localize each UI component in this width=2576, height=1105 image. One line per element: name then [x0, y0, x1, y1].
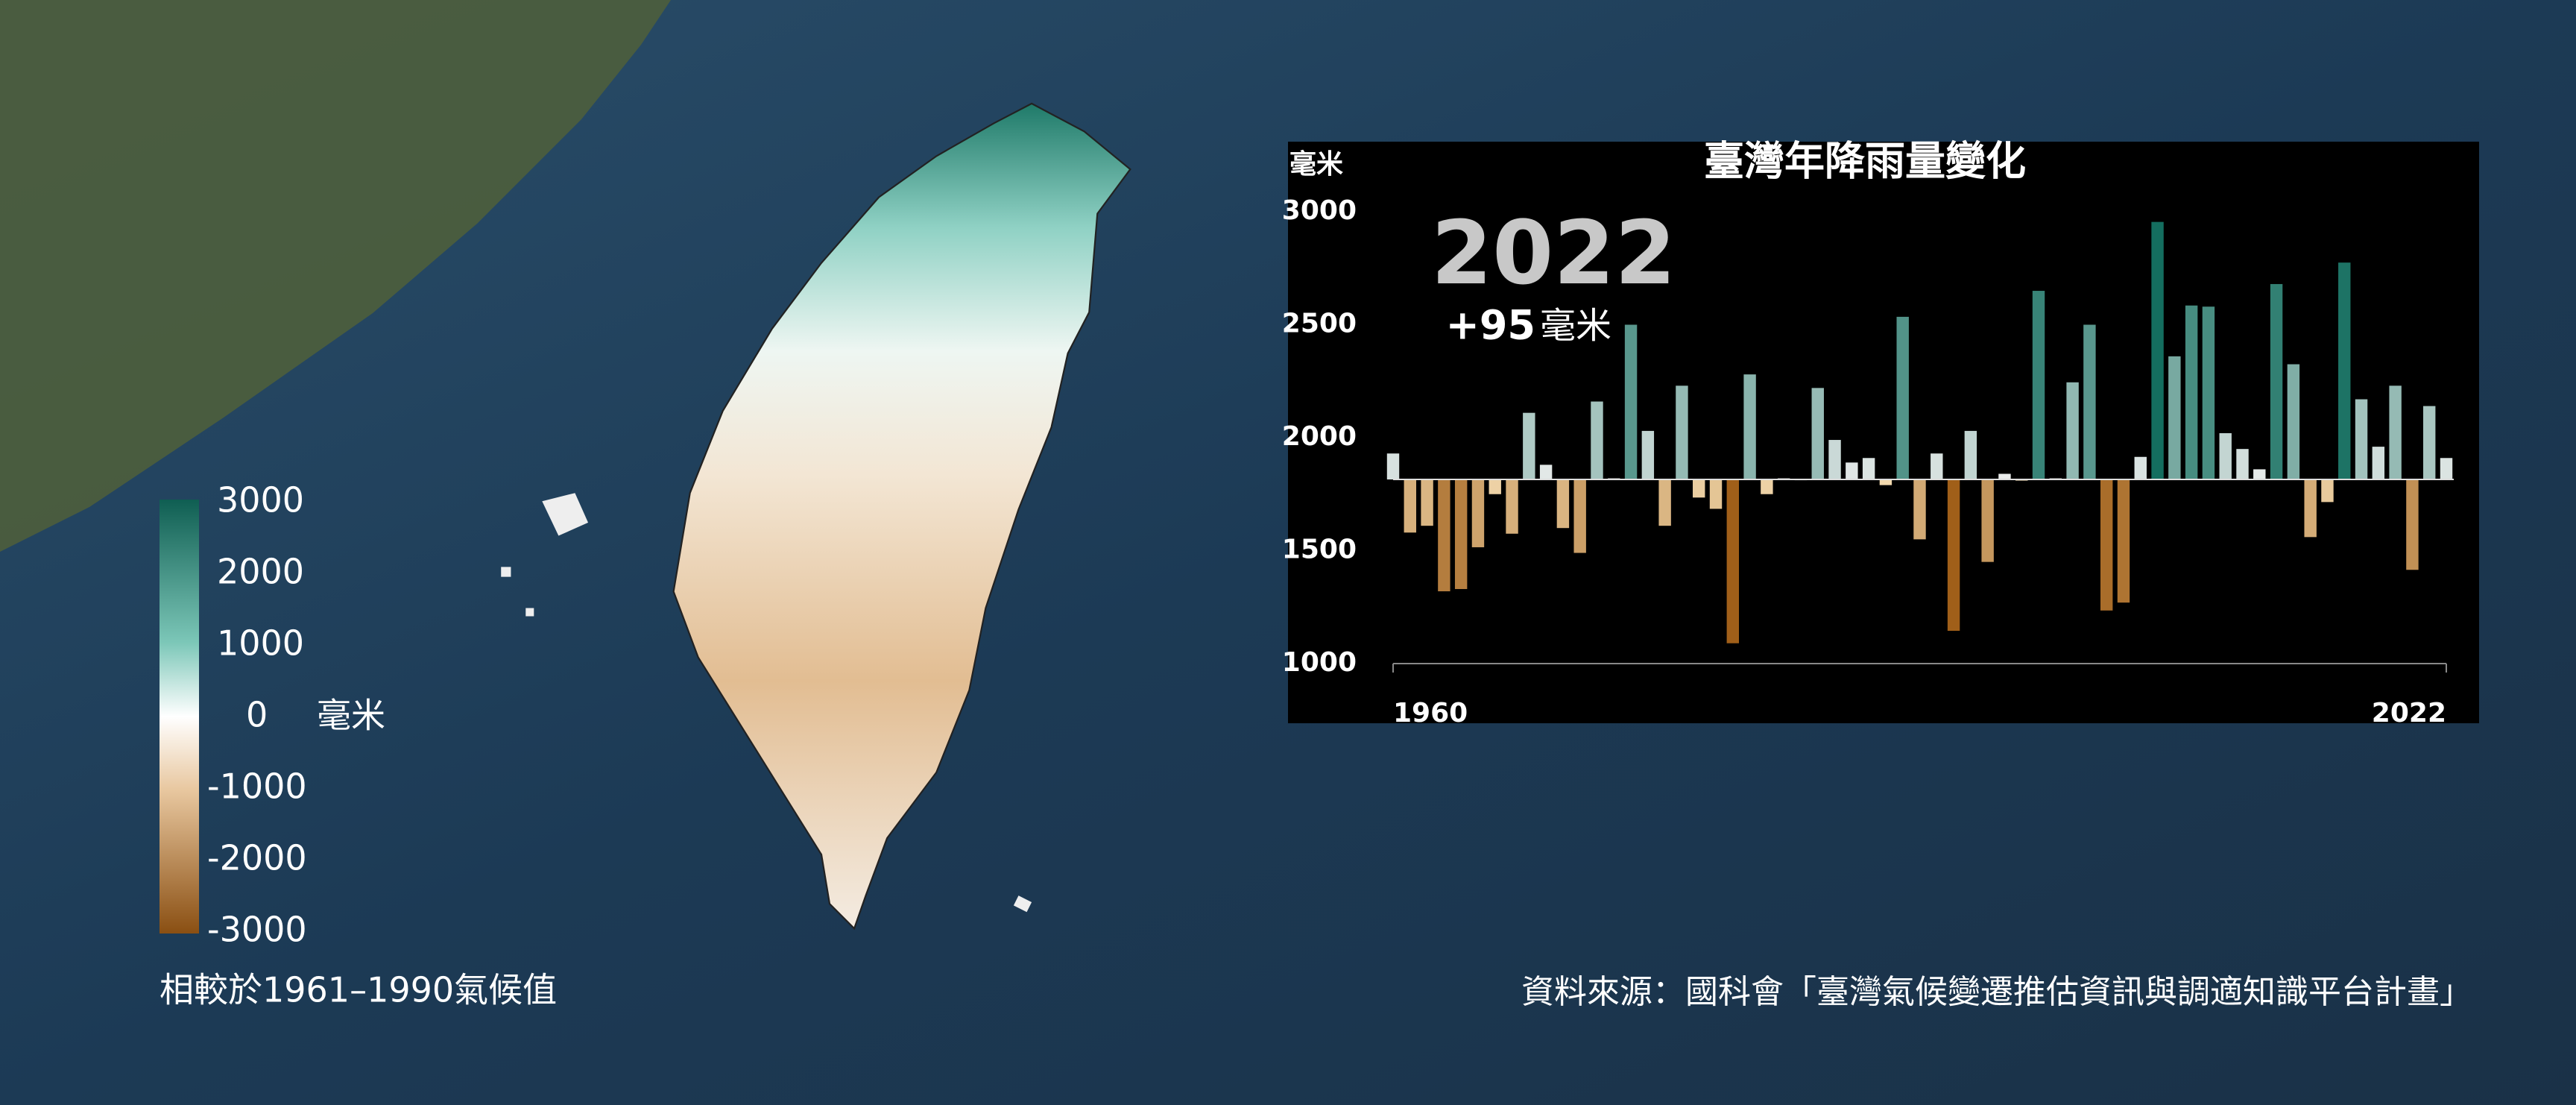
- bar: [1896, 316, 1909, 480]
- bar: [2406, 479, 2419, 570]
- source: 資料來源：國科會「臺灣氣候變遷推估資訊與調適知識平台計畫」: [1521, 973, 2472, 1011]
- legend-tick-label: -2000: [207, 838, 307, 878]
- bar: [1743, 374, 1756, 480]
- bar: [1523, 412, 1535, 480]
- color-bar: [160, 500, 199, 934]
- bar: [2032, 291, 2045, 480]
- legend-unit: 毫米: [317, 696, 385, 736]
- mainland: [0, 0, 671, 552]
- highlight-change: +95: [1446, 302, 1535, 349]
- legend-tick-label: 2000: [217, 552, 304, 592]
- bar: [1624, 324, 1638, 480]
- bar: [2372, 447, 2385, 480]
- taiwan-map: [501, 102, 1131, 931]
- y-tick-label: 1000: [1282, 647, 1357, 678]
- bar: [1981, 479, 1994, 562]
- bar: [2338, 262, 2351, 480]
- bar: [1404, 479, 1416, 533]
- x-tick-label: 2022: [2372, 698, 2446, 728]
- bar: [1658, 479, 1671, 526]
- bar: [2270, 283, 2283, 480]
- bar: [1591, 401, 1603, 480]
- bar: [2304, 479, 2317, 538]
- bar: [1386, 453, 1400, 480]
- bar: [1421, 479, 1433, 526]
- bar: [2423, 406, 2436, 480]
- bar: [1811, 388, 1824, 480]
- bar: [1438, 479, 1450, 592]
- bar: [2168, 356, 2181, 480]
- bar: [2202, 306, 2215, 480]
- bar: [1454, 479, 1468, 590]
- legend-tick-label: -1000: [207, 766, 307, 807]
- y-tick-label: 3000: [1282, 195, 1357, 226]
- bar: [1964, 430, 1977, 480]
- y-unit: 毫米: [1289, 149, 1343, 180]
- bar: [2066, 382, 2079, 480]
- legend-tick-label: 0: [246, 695, 268, 735]
- bar: [2287, 364, 2300, 480]
- bar: [2236, 449, 2249, 480]
- bar: [1471, 479, 1485, 547]
- y-tick-label: 2500: [1282, 309, 1357, 339]
- bar: [1709, 479, 1723, 509]
- bar: [2083, 324, 2096, 480]
- bar: [1489, 479, 1501, 494]
- bar: [2100, 479, 2113, 611]
- bar: [1573, 479, 1586, 553]
- bar: [1761, 479, 1773, 494]
- bar: [2219, 432, 2232, 480]
- bar: [2151, 221, 2164, 480]
- bar: [2253, 469, 2266, 480]
- bar: [1828, 440, 1841, 480]
- highlight-year: 2022: [1431, 201, 1676, 304]
- bar: [1506, 479, 1518, 534]
- x-tick-label: 1960: [1393, 698, 1468, 728]
- chart-title: 臺灣年降雨量變化: [1704, 138, 2026, 185]
- bar: [1931, 453, 1943, 480]
- bar: [1998, 473, 2011, 480]
- bar: [1641, 430, 1655, 480]
- highlight-unit: 毫米: [1540, 305, 1611, 347]
- bar: [2389, 385, 2402, 480]
- bar: [2117, 479, 2130, 603]
- y-tick-label: 1500: [1282, 535, 1357, 565]
- bar: [2321, 479, 2334, 503]
- bar: [2134, 456, 2147, 480]
- bar: [1846, 462, 1858, 480]
- legend-tick-label: -3000: [207, 910, 307, 950]
- bar: [1862, 458, 1875, 480]
- y-tick-label: 2000: [1282, 421, 1357, 452]
- bar: [1676, 385, 1688, 480]
- bar: [1879, 479, 1892, 485]
- bar: [1693, 479, 1705, 498]
- legend-caption: 相較於1961–1990氣候值: [160, 970, 557, 1010]
- bar: [2440, 458, 2453, 480]
- bar: [2355, 399, 2368, 480]
- bar: [2185, 305, 2198, 480]
- bar: [1539, 465, 1553, 480]
- legend-tick-label: 1000: [217, 623, 304, 664]
- legend-tick-label: 3000: [217, 480, 304, 520]
- taiwan: [672, 102, 1131, 931]
- bar: [1556, 479, 1570, 529]
- bar: [1726, 479, 1740, 643]
- bar: [1913, 479, 1926, 540]
- bar: [1947, 479, 1960, 632]
